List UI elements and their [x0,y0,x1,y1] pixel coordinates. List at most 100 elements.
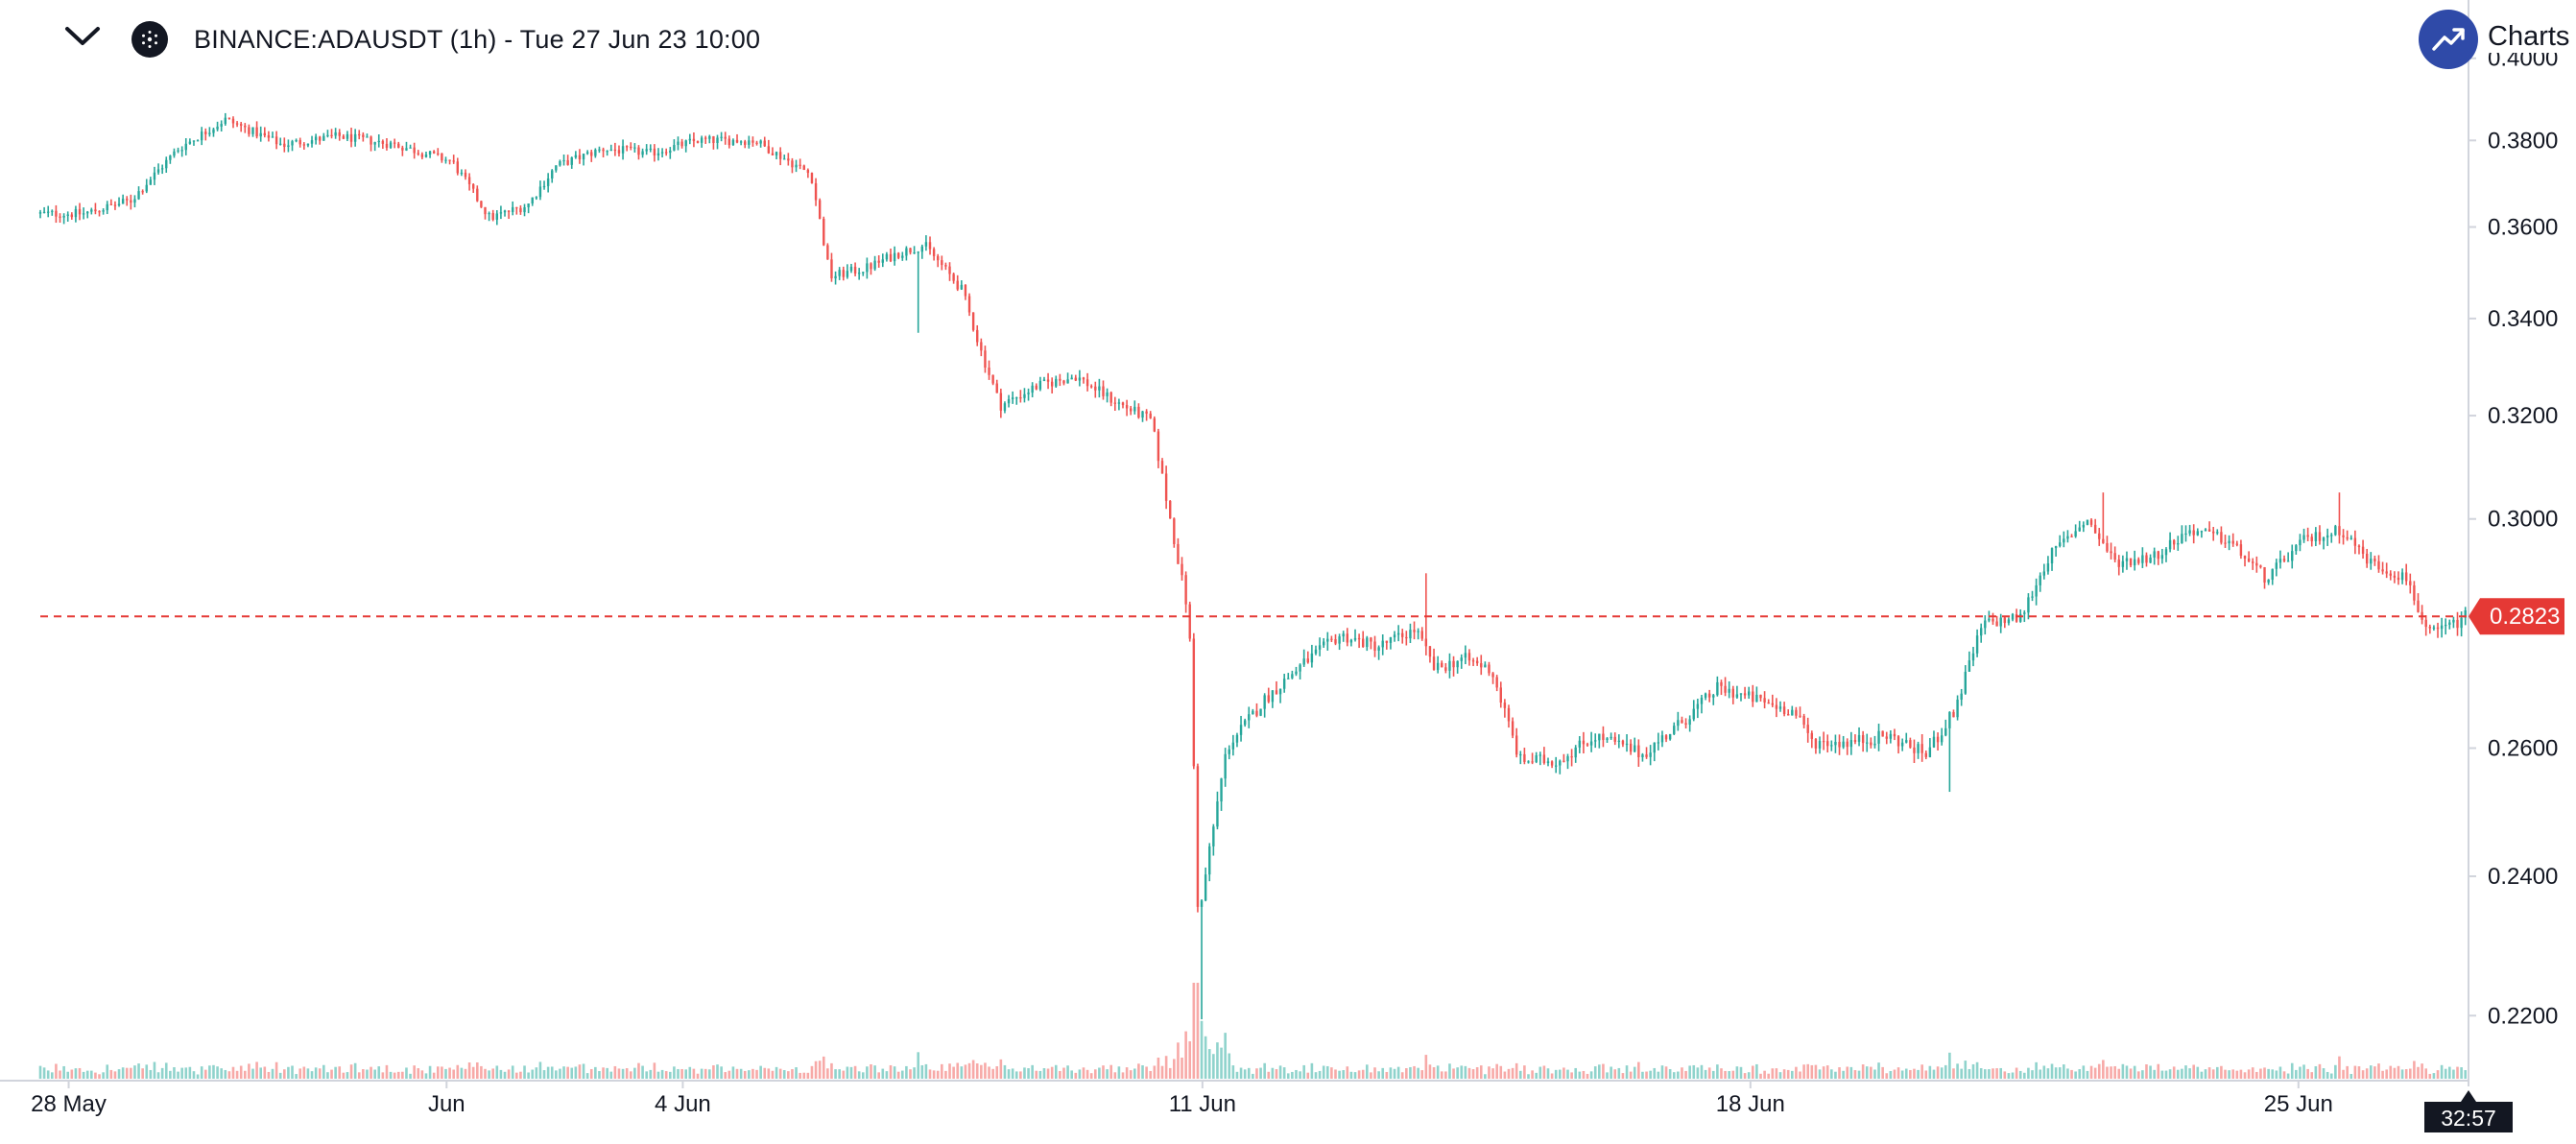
collapse-button[interactable] [56,17,109,60]
candle [1598,733,1601,749]
volume-bar [94,1072,97,1079]
candle [1625,734,1629,752]
volume-bar [1479,1065,1483,1079]
candle [621,139,625,160]
volume-bar [1570,1072,1573,1079]
candle [66,211,69,222]
candle [559,159,561,167]
volume-bar [2216,1066,2219,1079]
candle [126,196,129,206]
candle [2113,546,2116,562]
volume-bar [842,1070,846,1079]
candle [1436,655,1440,674]
candle [2342,529,2345,545]
candle [1535,751,1538,764]
candle [2121,555,2125,573]
candle [405,141,408,152]
volume-bar [802,1072,806,1079]
candle [2145,552,2148,567]
volume-bar [145,1064,149,1079]
volume-bar [322,1064,325,1079]
volume-bar [417,1068,420,1079]
volume-bar [562,1066,565,1079]
candle [2400,568,2404,584]
candle [1566,753,1569,770]
volume-bar [948,1063,951,1079]
volume-bar [2373,1066,2376,1079]
volume-bar [405,1067,408,1079]
volume-bar [2121,1063,2125,1079]
volume-bar [1299,1071,1301,1079]
price-axis[interactable]: 0.40000.38000.36000.34000.32000.30000.26… [0,0,2558,1086]
volume-bar [2160,1070,2164,1079]
volume-bar [1366,1064,1369,1079]
candle [1259,708,1262,717]
candle [2168,532,2172,553]
brand-badge[interactable]: Charts b [2419,6,2576,73]
volume-bar [2136,1071,2140,1079]
candle [1271,690,1275,708]
candle [413,142,416,159]
volume-bar [1385,1071,1389,1079]
candle [1885,731,1888,745]
volume-bar [1342,1070,1346,1079]
volume-bar [2196,1066,2200,1079]
candle [349,128,353,148]
volume-bar [2421,1063,2423,1079]
candle [1896,734,1900,754]
volume-bar [787,1071,790,1079]
volume-bar [1936,1066,1940,1079]
time-axis[interactable]: 28 May Jun 4 Jun 11 Jun 18 Jun 25 Jun [31,1081,2333,1117]
volume-bar [1239,1067,1243,1079]
candle [1507,704,1511,728]
candle [1924,750,1927,760]
candle [2239,539,2243,560]
candle [791,157,794,174]
candle [1177,537,1180,564]
volume-bar [1834,1071,1837,1079]
volume-bar [2133,1065,2136,1079]
candle [1089,384,1093,389]
candle [1216,791,1219,830]
candle [2228,535,2230,551]
volume-bar [1038,1070,1042,1079]
volume-bar [1767,1073,1770,1079]
volume-bar [1853,1070,1857,1079]
volume-bar [2211,1069,2215,1079]
candle [889,248,893,263]
candle [366,133,369,138]
volume-bar [1177,1042,1180,1079]
volume-bar [467,1062,471,1079]
volume-bar [326,1072,329,1079]
volume-bar [1633,1066,1636,1079]
volume-bar [2035,1061,2038,1079]
volume-bar [1467,1067,1471,1079]
candle [1366,635,1369,652]
volume-bar [2432,1073,2436,1079]
chart-header: BINANCE:ADAUSDT (1h) - Tue 27 Jun 23 10:… [0,0,2467,77]
volume-bar [633,1067,636,1079]
time-tick-label: 18 Jun [1716,1091,1785,1117]
volume-bar [212,1064,215,1079]
candle [1491,672,1494,684]
candle [846,264,849,279]
candle [2275,559,2278,577]
volume-bar [338,1066,342,1079]
volume-bar [137,1063,140,1079]
candle [1255,703,1258,718]
candle [2023,609,2026,623]
candle [2149,554,2152,563]
candle [480,201,483,208]
volume-bar [1370,1072,1372,1079]
volume-bar [267,1071,271,1079]
volume-bar [1731,1070,1735,1079]
volume-bar [1629,1071,1633,1079]
volume-bar [991,1068,994,1079]
volume-bar [346,1072,349,1079]
volume-bar [70,1069,74,1079]
volume-bar [1011,1068,1014,1079]
candle [1731,685,1734,704]
candle [1995,615,1998,627]
volume-bar [381,1072,385,1079]
